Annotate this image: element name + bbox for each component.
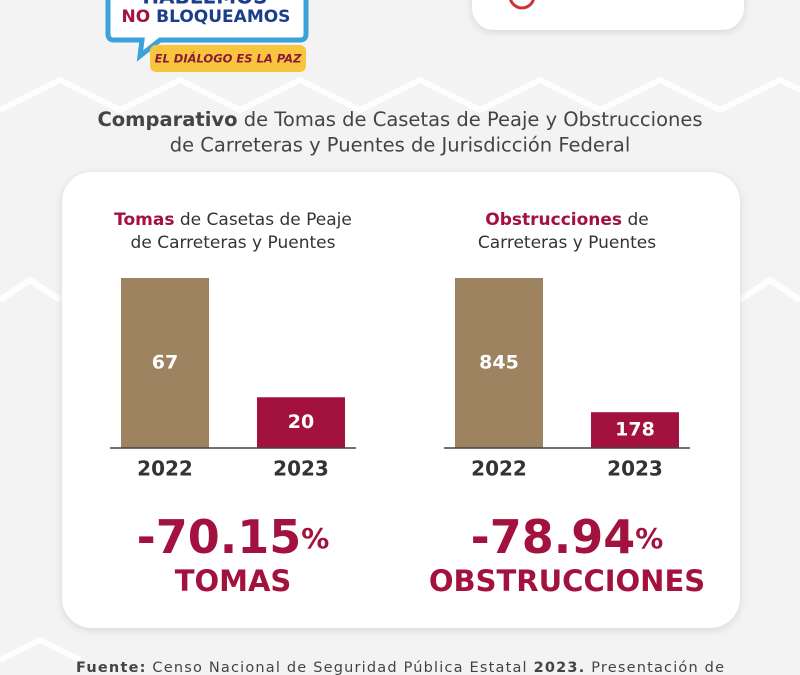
footer-label: Fuente:	[76, 660, 145, 675]
logo-line2: NO BLOQUEAMOS	[122, 7, 291, 27]
bar	[121, 278, 209, 448]
x-tick-label: 2022	[137, 457, 193, 481]
chart-title-line2: de Carreteras y Puentes	[131, 233, 336, 253]
change-value: -70.15%	[137, 510, 330, 564]
logo-no: NO	[122, 7, 151, 27]
chart-title-line1: Obstrucciones de	[485, 210, 648, 230]
chart-title-line1: Tomas de Casetas de Peaje	[114, 210, 352, 230]
heading-bold: Comparativo	[97, 108, 237, 131]
change-value: -78.94%	[471, 510, 664, 564]
chart-title-rest: de	[627, 210, 648, 230]
chart-title-highlight: Obstrucciones	[485, 210, 622, 230]
logo-line1: HABLEMOS	[142, 0, 267, 9]
footer-rest: Presentación de	[591, 660, 724, 675]
footer-text: Censo Nacional de Seguridad Pública Esta…	[152, 660, 526, 675]
badge-icon	[509, 0, 535, 10]
bar-value-label: 178	[615, 419, 655, 441]
change-unit: %	[301, 522, 329, 555]
card	[62, 172, 740, 628]
bar	[591, 412, 679, 448]
x-tick-label: 2023	[273, 457, 329, 481]
logo: HABLEMOS NO BLOQUEAMOS EL DIÁLOGO ES LA …	[105, 0, 309, 72]
chart-title-rest: de Casetas de Peaje	[180, 210, 352, 230]
change-label: OBSTRUCCIONES	[429, 564, 705, 598]
bar-value-label: 67	[152, 352, 178, 374]
x-tick-label: 2023	[607, 457, 663, 481]
change-unit: %	[635, 522, 663, 555]
footer: Fuente: Censo Nacional de Seguridad Públ…	[76, 660, 724, 675]
heading-rest: de Tomas de Casetas de Peaje y Obstrucci…	[244, 108, 703, 131]
bar	[257, 397, 345, 448]
logo-tagline: EL DIÁLOGO ES LA PAZ	[155, 51, 302, 66]
change-number: -78.94	[471, 510, 636, 564]
chart-title-highlight: Tomas	[114, 210, 174, 230]
change-number: -70.15	[137, 510, 302, 564]
chart: Tomas de Casetas de Peaje de Carreteras y…	[110, 210, 356, 598]
logo-bubble	[105, 0, 309, 62]
bar-value-label: 20	[288, 411, 314, 433]
x-tick-label: 2022	[471, 457, 527, 481]
chart-title-line2: Carreteras y Puentes	[478, 233, 656, 253]
change-label: TOMAS	[175, 564, 292, 598]
bar	[455, 278, 543, 448]
background-pattern	[0, 76, 800, 663]
heading-line1: Comparativo de Tomas de Casetas de Peaje…	[97, 108, 702, 131]
bar-value-label: 845	[479, 352, 519, 374]
logo-bloqueamos: BLOQUEAMOS	[156, 7, 290, 27]
logo-tag-bg	[150, 45, 306, 72]
top-right-badge	[472, 0, 744, 30]
heading-line2: de Carreteras y Puentes de Jurisdicción …	[170, 134, 631, 157]
footer-year: 2023.	[534, 660, 585, 675]
chart: Obstrucciones de Carreteras y Puentes 845 2…	[429, 210, 705, 598]
